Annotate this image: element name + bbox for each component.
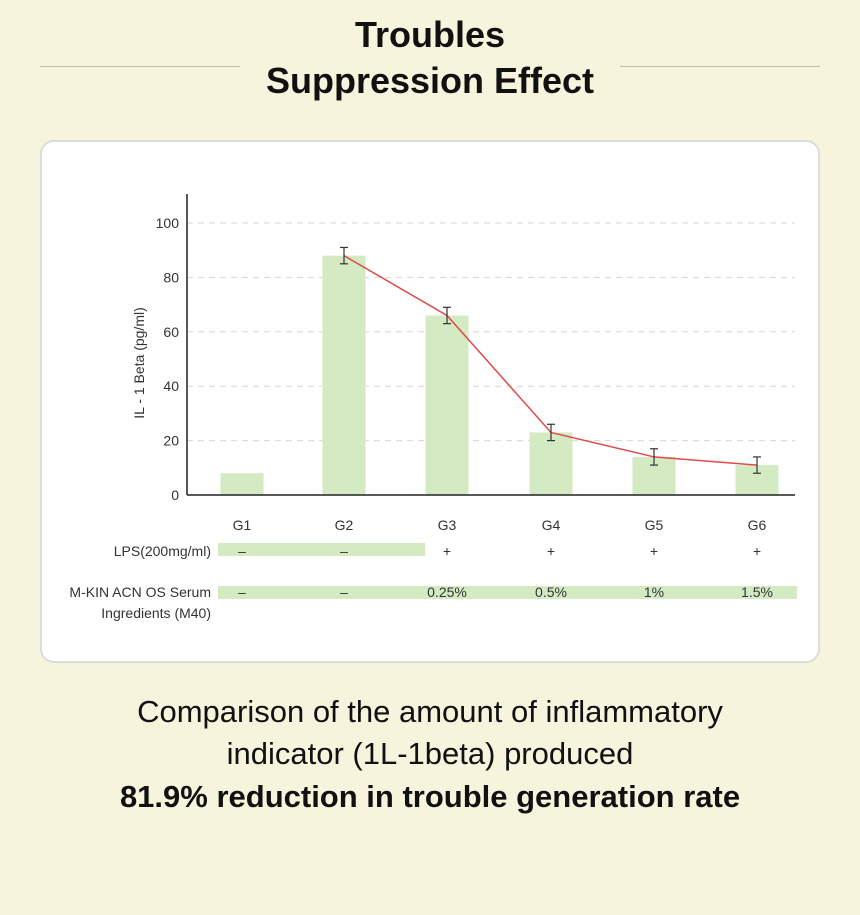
caption-highlight: 81.9% reduction in trouble generation ra… <box>119 779 741 814</box>
bar-chart: 0 20 40 60 80 100 IL - 1 Beta (pg/ml) G1 G2 G3 G4 G… <box>69 194 797 621</box>
y-tick-label: 60 <box>163 324 179 340</box>
title-line-1: Troubles <box>354 14 506 55</box>
ingredient-row-label: M-KIN ACN OS Serum <box>69 584 211 600</box>
chart-card: 0 20 40 60 80 100 IL - 1 Beta (pg/ml) G1 G2 G3 G4 G… <box>40 140 820 663</box>
y-axis-label: IL - 1 Beta (pg/ml) <box>131 307 147 419</box>
lps-value: + <box>547 543 555 559</box>
caption-line-1: Comparison of the amount of inflammatory <box>137 694 723 729</box>
lps-value: – <box>238 543 246 559</box>
title-line-2: Suppression Effect <box>265 60 595 101</box>
y-tick-label: 40 <box>163 378 179 394</box>
bar-G4 <box>529 432 573 495</box>
title-divider-left <box>40 66 240 67</box>
bar-G3 <box>425 315 469 495</box>
ingredient-value: 0.25% <box>427 584 467 600</box>
lps-value: + <box>753 543 761 559</box>
lps-value: + <box>443 543 451 559</box>
bar-G1 <box>220 473 264 495</box>
lps-negative-band <box>218 543 425 556</box>
x-tick-label: G4 <box>542 517 561 533</box>
ingredient-value: 0.5% <box>535 584 567 600</box>
x-tick-label: G1 <box>233 517 252 533</box>
ingredient-value: 1.5% <box>741 584 773 600</box>
lps-row-label: LPS(200mg/ml) <box>114 543 211 559</box>
y-tick-label: 20 <box>163 433 179 449</box>
y-tick-label: 100 <box>156 215 180 231</box>
caption-line-2: indicator (1L-1beta) produced <box>226 736 634 771</box>
ingredient-value: – <box>340 584 348 600</box>
lps-value: – <box>340 543 348 559</box>
title-divider-right <box>620 66 820 67</box>
x-tick-label: G3 <box>438 517 457 533</box>
y-tick-label: 0 <box>171 487 179 503</box>
lps-value: + <box>650 543 658 559</box>
x-tick-label: G6 <box>748 517 767 533</box>
x-tick-label: G5 <box>645 517 664 533</box>
ingredient-row-label: Ingredients (M40) <box>101 605 211 621</box>
bar-G2 <box>322 255 366 495</box>
x-tick-label: G2 <box>335 517 354 533</box>
y-tick-label: 80 <box>163 269 179 285</box>
ingredient-value: 1% <box>644 584 664 600</box>
header: Troubles Suppression Effect <box>0 0 860 120</box>
ingredient-band <box>218 586 797 599</box>
ingredient-value: – <box>238 584 246 600</box>
